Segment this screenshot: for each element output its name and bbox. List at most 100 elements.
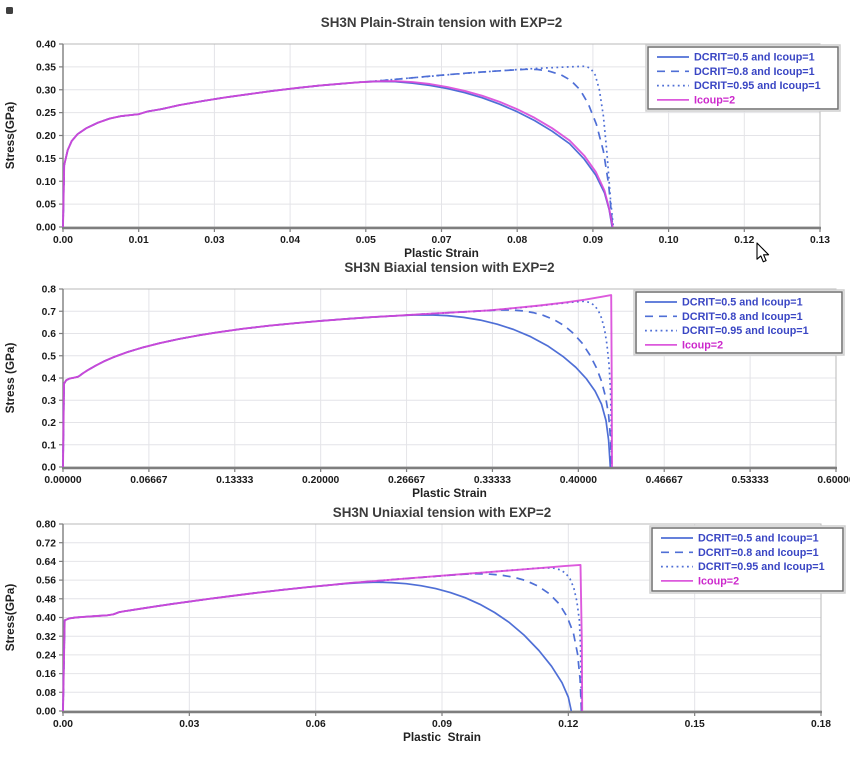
chart-title: SH3N Uniaxial tension with EXP=2	[333, 505, 551, 520]
y-tick-label: 0.16	[36, 669, 56, 680]
x-tick-label: 0.00	[53, 719, 73, 730]
x-tick-label: 0.09	[583, 235, 603, 246]
y-tick-label: 0.25	[36, 108, 56, 119]
y-tick-label: 0.35	[36, 62, 56, 73]
legend-entry-label: DCRIT=0.95 and Icoup=1	[682, 325, 809, 337]
y-tick-label: 0.00	[36, 707, 56, 718]
legend-entry-label: DCRIT=0.5 and Icoup=1	[698, 533, 819, 545]
series-line	[62, 65, 615, 228]
chart-title: SH3N Plain-Strain tension with EXP=2	[321, 15, 562, 30]
x-axis-label: Plastic Strain	[404, 246, 479, 260]
x-tick-label: 0.06	[306, 719, 326, 730]
y-tick-label: 0.05	[36, 200, 56, 211]
x-axis: 0.00 0.01 0.03 0.04 0.05 0.07 0.08 0.09 0.10 0.12…	[53, 229, 830, 246]
x-tick-label: 0.00000	[44, 475, 81, 486]
x-axis: 0.00 0.03 0.06 0.09 0.12 0.15 0.18	[53, 713, 831, 730]
y-tick-label: 0.1	[42, 440, 57, 451]
series-lines	[62, 294, 613, 468]
legend-entry-label: Icoup=2	[694, 95, 735, 107]
x-tick-label: 0.26667	[388, 475, 425, 486]
y-axis-label: Stress(GPa)	[3, 102, 17, 170]
series-line	[62, 300, 613, 468]
y-tick-label: 0.72	[36, 538, 56, 549]
legend-entry-label: DCRIT=0.8 and Icoup=1	[694, 66, 815, 78]
series-line	[62, 294, 613, 468]
y-tick-label: 0.64	[36, 557, 56, 568]
series-line	[62, 581, 573, 712]
legend: DCRIT=0.5 and Icoup=1 DCRIT=0.8 and Icoup…	[649, 525, 846, 594]
y-tick-label: 0.6	[42, 329, 57, 340]
x-tick-label: 0.08	[507, 235, 527, 246]
x-tick-label: 0.05	[356, 235, 376, 246]
x-tick-label: 0.07	[431, 235, 451, 246]
y-axis: 0.0 0.1 0.2 0.3 0.4 0.5 0.6 0.7 0.8	[42, 285, 63, 474]
y-tick-label: 0.08	[36, 688, 56, 699]
legend-entry-label: DCRIT=0.95 and Icoup=1	[694, 80, 821, 92]
x-tick-label: 0.10	[659, 235, 679, 246]
x-axis-label: Plastic Strain	[412, 486, 487, 500]
y-tick-label: 0.7	[42, 307, 57, 318]
x-tick-label: 0.01	[129, 235, 149, 246]
y-tick-label: 0.4	[42, 374, 57, 385]
x-axis: 0.00000 0.06667 0.13333 0.20000 0.26667 0.333…	[44, 469, 850, 486]
y-tick-label: 0.40	[36, 613, 56, 624]
y-tick-label: 0.0	[42, 463, 57, 474]
series-line	[62, 572, 583, 712]
y-tick-label: 0.2	[42, 418, 57, 429]
window-corner-artifact	[6, 7, 13, 14]
series-line	[62, 566, 583, 712]
y-tick-label: 0.3	[42, 396, 57, 407]
x-tick-label: 0.40000	[560, 475, 597, 486]
legend-entry-label: DCRIT=0.5 and Icoup=1	[682, 297, 803, 309]
legend-entry-label: DCRIT=0.5 and Icoup=1	[694, 52, 815, 64]
legend-entry-label: DCRIT=0.95 and Icoup=1	[698, 561, 825, 573]
y-tick-label: 0.30	[36, 85, 56, 96]
y-tick-label: 0.8	[42, 285, 57, 296]
y-tick-label: 0.15	[36, 154, 56, 165]
series-lines	[62, 65, 615, 228]
chart-uniaxial: 0.00 0.03 0.06 0.09 0.12 0.15 0.18 0.00 0.08 0.16…	[3, 505, 846, 744]
y-tick-label: 0.32	[36, 632, 56, 643]
legend: DCRIT=0.5 and Icoup=1 DCRIT=0.8 and Icoup…	[645, 44, 841, 112]
x-tick-label: 0.03	[204, 235, 224, 246]
legend-entry-label: DCRIT=0.8 and Icoup=1	[682, 311, 803, 323]
x-tick-label: 0.53333	[731, 475, 768, 486]
x-tick-label: 0.15	[685, 719, 705, 730]
y-tick-label: 0.24	[36, 651, 56, 662]
x-tick-label: 0.18	[811, 719, 831, 730]
x-tick-label: 0.13	[810, 235, 830, 246]
x-tick-label: 0.12	[558, 719, 578, 730]
y-tick-label: 0.20	[36, 131, 56, 142]
series-line	[62, 309, 613, 468]
x-axis-label: Plastic Strain	[403, 730, 481, 744]
legend-entry-label: Icoup=2	[682, 340, 723, 352]
legend-entry-label: DCRIT=0.8 and Icoup=1	[698, 547, 819, 559]
series-line	[62, 68, 614, 228]
y-axis-label: Stress (GPa)	[3, 343, 17, 414]
y-tick-label: 0.80	[36, 520, 56, 531]
x-tick-label: 0.33333	[474, 475, 511, 486]
x-tick-label: 0.12	[734, 235, 754, 246]
series-lines	[62, 563, 584, 712]
series-line	[62, 80, 613, 228]
x-tick-label: 0.04	[280, 235, 300, 246]
y-tick-label: 0.00	[36, 223, 56, 234]
chart-title: SH3N Biaxial tension with EXP=2	[344, 260, 554, 275]
chart-plain-strain: 0.00 0.01 0.03 0.04 0.05 0.07 0.08 0.09 0.10 0.12…	[3, 15, 841, 260]
mouse-cursor	[756, 242, 770, 263]
legend-entry-label: Icoup=2	[698, 576, 739, 588]
y-tick-label: 0.56	[36, 576, 56, 587]
series-line	[62, 563, 584, 712]
x-tick-label: 0.20000	[302, 475, 339, 486]
series-line	[62, 314, 612, 468]
series-line	[62, 80, 614, 228]
y-tick-label: 0.40	[36, 40, 56, 51]
y-tick-label: 0.10	[36, 177, 56, 188]
x-tick-label: 0.13333	[216, 475, 253, 486]
x-tick-label: 0.00	[53, 235, 73, 246]
y-axis: 0.00 0.08 0.16 0.24 0.32 0.40 0.48 0.56 0.64 0.72…	[36, 520, 63, 718]
y-tick-label: 0.48	[36, 594, 56, 605]
